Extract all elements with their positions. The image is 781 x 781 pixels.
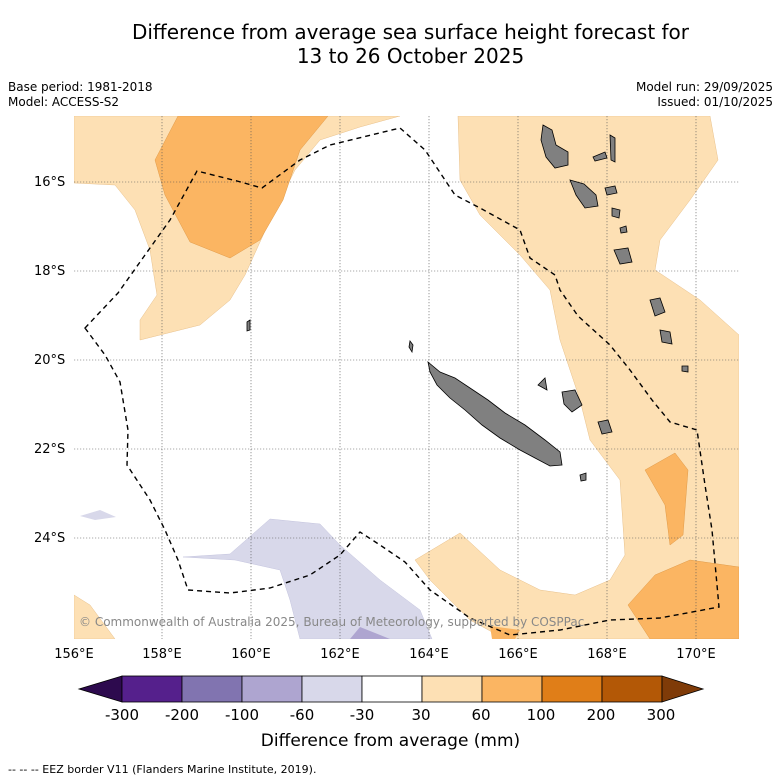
- colorbar-tick: 30: [411, 706, 431, 724]
- anomaly-region-neg30-neg60-south: [182, 518, 433, 639]
- lat-label-16s: 16°S: [34, 175, 66, 190]
- colorbar-segment: [361, 675, 423, 703]
- model-name: Model: ACCESS-S2: [8, 95, 120, 109]
- colorbar-tick: 300: [646, 706, 676, 724]
- map-plot-area: [74, 116, 739, 639]
- lat-label-22s: 22°S: [34, 442, 66, 457]
- map-title: Difference from average sea surface heig…: [0, 20, 781, 68]
- lon-label-160e: 160°E: [231, 647, 271, 662]
- land-new-caledonia: [427, 360, 563, 467]
- title-line-2: 13 to 26 October 2025: [296, 44, 525, 68]
- land-ambrym: [604, 185, 618, 196]
- colorbar-tick: 200: [586, 706, 616, 724]
- land-erromango: [649, 297, 666, 317]
- lon-label-170e: 170°E: [676, 647, 716, 662]
- colorbar-segment: [301, 675, 363, 703]
- copyright-notice: © Commonwealth of Australia 2025, Bureau…: [79, 615, 585, 629]
- land-efate: [613, 247, 633, 265]
- colorbar-segment: [481, 675, 543, 703]
- meta-left: Base period: 1981-2018 Model: ACCESS-S2: [8, 80, 153, 110]
- lat-label-20s: 20°S: [34, 353, 66, 368]
- colorbar-tick: -200: [164, 706, 200, 724]
- land-aneityum: [681, 365, 689, 373]
- colorbar-tick: -100: [224, 706, 260, 724]
- land-loyalty-island-2: [597, 419, 613, 435]
- lat-label-18s: 18°S: [34, 264, 66, 279]
- anomaly-region-60-100-east: [644, 452, 689, 546]
- land-belep: [408, 340, 414, 354]
- grid-lines: [74, 116, 739, 639]
- colorbar-tick: -300: [104, 706, 140, 724]
- colorbar-tick: -60: [289, 706, 315, 724]
- colorbar-segment: [421, 675, 483, 703]
- colorbar-segment: [121, 675, 183, 703]
- land-isle-of-pines: [579, 472, 587, 482]
- land-ambae: [592, 151, 608, 162]
- model-run: Model run: 29/09/2025: [635, 80, 773, 94]
- anomaly-region-neg60-neg100-south: [350, 627, 390, 639]
- land-loyalty-island-3: [537, 377, 548, 391]
- colorbar-segment: [181, 675, 243, 703]
- anomaly-region-30-60-southwest: [74, 594, 116, 639]
- colorbar-over-arrow: [661, 675, 705, 703]
- colorbar-segment: [541, 675, 603, 703]
- land-espiritu-santo: [540, 124, 569, 169]
- lon-label-168e: 168°E: [587, 647, 627, 662]
- colorbar: [77, 675, 705, 703]
- base-period: Base period: 1981-2018: [8, 80, 153, 94]
- anomaly-region-30-60-east: [414, 116, 739, 639]
- colorbar-segment: [241, 675, 303, 703]
- eez-border: [84, 127, 720, 636]
- land-loyalty-island-1: [561, 389, 583, 413]
- anomaly-region-60-100-southeast: [627, 559, 739, 639]
- lon-label-158e: 158°E: [142, 647, 182, 662]
- eez-footnote: -- -- -- EEZ border V11 (Flanders Marine…: [8, 763, 317, 776]
- land-malekula: [569, 179, 599, 209]
- colorbar-tick: 60: [471, 706, 491, 724]
- colorbar-tick: 100: [526, 706, 556, 724]
- lon-label-166e: 166°E: [498, 647, 538, 662]
- colorbar-segment: [601, 675, 663, 703]
- anomaly-region-60-100-northwest: [154, 116, 329, 259]
- land-small-island-1: [619, 225, 628, 234]
- land-epi: [611, 207, 621, 219]
- lon-label-162e: 162°E: [320, 647, 360, 662]
- land-pentecost: [609, 134, 616, 163]
- lon-label-164e: 164°E: [409, 647, 449, 662]
- lon-label-156e: 156°E: [54, 647, 94, 662]
- land-chesterfield: [246, 319, 251, 332]
- meta-right: Model run: 29/09/2025 Issued: 01/10/2025: [636, 80, 773, 110]
- colorbar-tick: -30: [349, 706, 375, 724]
- land-tanna: [659, 329, 673, 345]
- lat-label-24s: 24°S: [34, 531, 66, 546]
- colorbar-under-arrow: [77, 675, 123, 703]
- issued-date: Issued: 01/10/2025: [657, 95, 773, 109]
- anomaly-region-neg30-neg60-small: [80, 510, 116, 520]
- colorbar-label: Difference from average (mm): [260, 731, 521, 751]
- title-line-1: Difference from average sea surface heig…: [131, 20, 690, 44]
